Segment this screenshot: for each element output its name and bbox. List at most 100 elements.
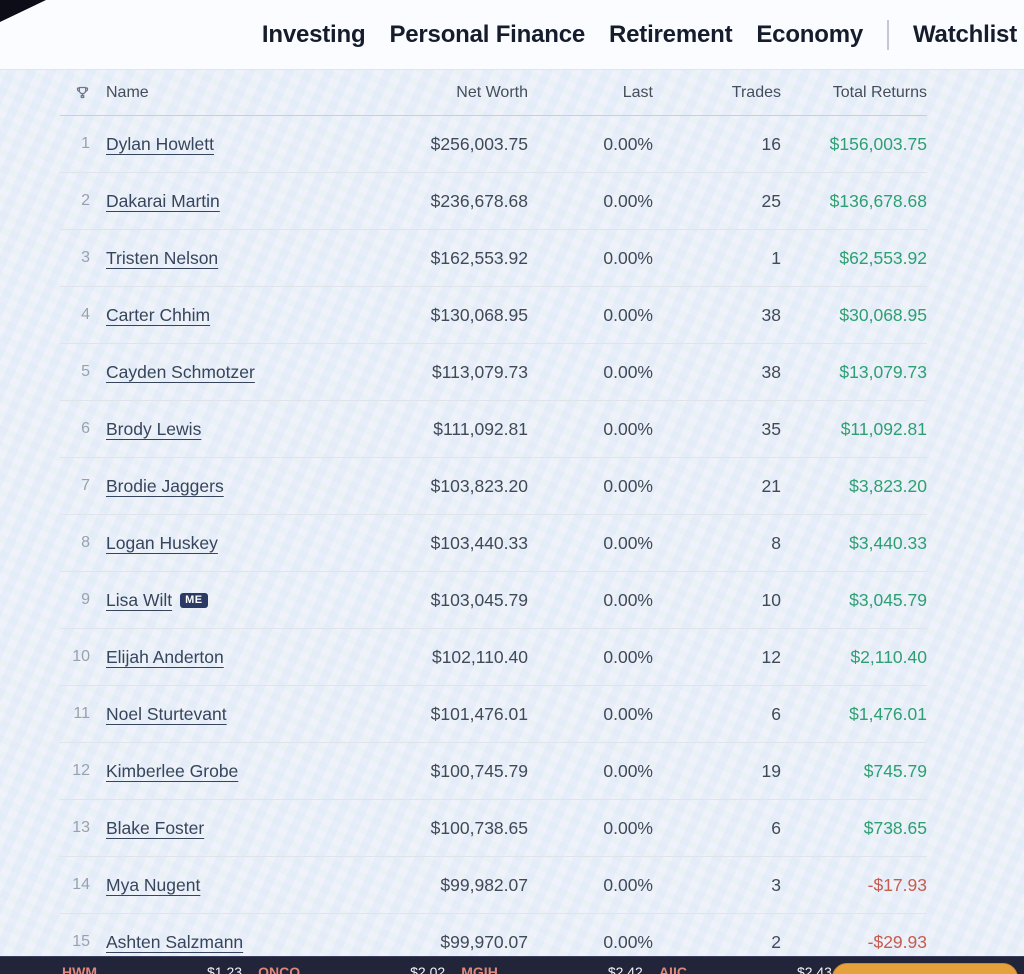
table-row: 5 Cayden Schmotzer $113,079.73 0.00% 38 … — [60, 344, 927, 401]
player-name-link[interactable]: Ashten Salzmann — [106, 931, 244, 952]
nav-divider — [887, 19, 889, 50]
table-row: 13 Blake Foster $100,738.65 0.00% 6 $738… — [60, 800, 927, 857]
trades-value: 10 — [761, 589, 781, 610]
ticker-cta-button[interactable] — [832, 963, 1018, 974]
ticker-item[interactable]: AIIC $2.43 — [659, 964, 832, 974]
ticker-symbol: HWM — [62, 964, 97, 974]
leaderboard-rows: 1 Dylan Howlett $256,003.75 0.00% 16 $15… — [60, 116, 927, 971]
last-value: 0.00% — [603, 646, 653, 667]
player-name-link[interactable]: Dylan Howlett — [106, 133, 214, 154]
name-cell: Lisa Wilt ME — [90, 590, 348, 611]
total-returns-value: $11,092.81 — [840, 418, 927, 439]
ticker-price: $1.23 — [207, 964, 243, 974]
nav-item-watchlist[interactable]: Watchlist — [913, 20, 1017, 48]
last-value: 0.00% — [603, 418, 653, 439]
player-name-link[interactable]: Lisa Wilt — [106, 589, 173, 610]
total-returns-value: $745.79 — [863, 760, 927, 781]
name-cell: Mya Nugent — [90, 875, 348, 896]
nav-main-items: Investing Personal Finance Retirement Ec… — [238, 21, 863, 49]
column-header-trades: Trades — [731, 83, 781, 101]
net-worth-value: $102,110.40 — [431, 646, 528, 667]
net-worth-value: $162,553.92 — [430, 247, 528, 268]
net-worth-value: $103,440.33 — [430, 532, 528, 553]
me-badge: ME — [180, 592, 208, 608]
table-row: 4 Carter Chhim $130,068.95 0.00% 38 $30,… — [60, 287, 927, 344]
ticker-price: $2.02 — [410, 964, 446, 974]
table-row: 6 Brody Lewis $111,092.81 0.00% 35 $11,0… — [60, 401, 927, 458]
last-value: 0.00% — [603, 133, 653, 154]
trades-value: 12 — [761, 646, 781, 667]
total-returns-value: $62,553.92 — [839, 247, 927, 268]
player-name-link[interactable]: Tristen Nelson — [106, 247, 219, 268]
ticker-item[interactable]: ONCO $2.02 — [258, 964, 445, 974]
column-header-total-returns: Total Returns — [832, 83, 927, 101]
leaderboard-table: Name Net Worth Last Trades Total Returns… — [60, 70, 927, 971]
net-worth-value: $256,003.75 — [430, 133, 528, 154]
player-name-link[interactable]: Cayden Schmotzer — [106, 361, 255, 382]
table-row: 2 Dakarai Martin $236,678.68 0.00% 25 $1… — [60, 173, 927, 230]
table-row: 14 Mya Nugent $99,982.07 0.00% 3 -$17.93 — [60, 857, 927, 914]
rank-value: 2 — [81, 192, 90, 209]
trades-value: 1 — [771, 247, 781, 268]
ticker-item[interactable]: MGIH $2.42 — [461, 964, 643, 974]
trades-value: 6 — [771, 703, 781, 724]
rank-value: 15 — [72, 933, 90, 950]
player-name-link[interactable]: Brody Lewis — [106, 418, 202, 439]
player-name-link[interactable]: Blake Foster — [106, 817, 205, 838]
nav-item[interactable]: Investing — [261, 20, 366, 48]
net-worth-value: $130,068.95 — [430, 304, 528, 325]
total-returns-value: $136,678.68 — [829, 190, 927, 211]
player-name-link[interactable]: Kimberlee Grobe — [106, 760, 239, 781]
player-name-link[interactable]: Brodie Jaggers — [106, 475, 224, 496]
top-navigation: Investing Personal Finance Retirement Ec… — [0, 0, 1024, 70]
rank-value: 10 — [72, 648, 90, 665]
photo-corner-artifact — [0, 0, 46, 22]
name-cell: Noel Sturtevant — [90, 704, 348, 725]
name-cell: Ashten Salzmann — [90, 932, 348, 953]
last-value: 0.00% — [603, 703, 653, 724]
nav-item[interactable]: Economy — [756, 20, 863, 48]
name-cell: Dylan Howlett — [90, 134, 348, 155]
net-worth-value: $236,678.68 — [430, 190, 528, 211]
rank-value: 5 — [81, 363, 90, 380]
nav-item[interactable]: Retirement — [609, 20, 733, 48]
rank-value: 7 — [81, 477, 90, 494]
trades-value: 35 — [761, 418, 781, 439]
rank-value: 11 — [73, 705, 90, 722]
total-returns-value: -$29.93 — [867, 931, 927, 952]
table-row: 3 Tristen Nelson $162,553.92 0.00% 1 $62… — [60, 230, 927, 287]
ticker-item[interactable]: HWM $1.23 — [62, 964, 242, 974]
player-name-link[interactable]: Elijah Anderton — [106, 646, 224, 667]
trades-value: 21 — [761, 475, 781, 496]
table-row: 10 Elijah Anderton $102,110.40 0.00% 12 … — [60, 629, 927, 686]
last-value: 0.00% — [603, 475, 653, 496]
last-value: 0.00% — [603, 247, 653, 268]
player-name-link[interactable]: Dakarai Martin — [106, 190, 220, 211]
last-value: 0.00% — [603, 304, 653, 325]
player-name-link[interactable]: Noel Sturtevant — [106, 703, 227, 724]
player-name-link[interactable]: Carter Chhim — [106, 304, 211, 325]
net-worth-value: $100,745.79 — [430, 760, 528, 781]
ticker-items: HWM $1.23 ONCO $2.02 MGIH $2.42 AIIC $2.… — [62, 964, 832, 974]
total-returns-value: -$17.93 — [867, 874, 927, 895]
net-worth-value: $99,982.07 — [440, 874, 528, 895]
last-value: 0.00% — [603, 589, 653, 610]
column-header-name: Name — [106, 83, 149, 101]
ticker-symbol: ONCO — [258, 964, 301, 974]
trades-value: 8 — [771, 532, 781, 553]
nav-item[interactable]: Personal Finance — [389, 20, 585, 48]
column-header-net-worth: Net Worth — [456, 83, 528, 101]
table-row: 11 Noel Sturtevant $101,476.01 0.00% 6 $… — [60, 686, 927, 743]
name-cell: Carter Chhim — [90, 305, 348, 326]
player-name-link[interactable]: Mya Nugent — [106, 874, 201, 895]
rank-value: 9 — [81, 591, 90, 608]
market-ticker-bar: HWM $1.23 ONCO $2.02 MGIH $2.42 AIIC $2.… — [0, 956, 1024, 974]
total-returns-value: $2,110.40 — [850, 646, 927, 667]
player-name-link[interactable]: Logan Huskey — [106, 532, 218, 553]
total-returns-value: $3,045.79 — [849, 589, 927, 610]
table-header: Name Net Worth Last Trades Total Returns — [60, 70, 927, 116]
net-worth-value: $113,079.73 — [431, 361, 528, 382]
table-row: 7 Brodie Jaggers $103,823.20 0.00% 21 $3… — [60, 458, 927, 515]
last-value: 0.00% — [603, 931, 653, 952]
table-row: 9 Lisa Wilt ME $103,045.79 0.00% 10 $3,0… — [60, 572, 927, 629]
